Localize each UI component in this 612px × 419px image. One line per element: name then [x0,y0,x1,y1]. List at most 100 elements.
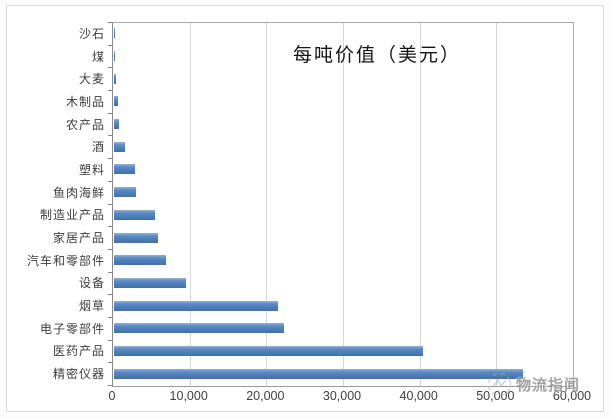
axis-tick [108,135,112,137]
x-axis-tick-labels: 0 10,000 20,000 30,000 40,000 50,000 60,000 [108,389,592,407]
gridline [496,23,498,386]
category-label: 农产品 [65,117,105,132]
axis-tick [108,339,112,341]
category-label: 烟草 [78,299,105,314]
chart-row: 鱼肉海鲜 [0,181,572,204]
axis-tick [108,203,112,205]
bar [114,141,126,152]
x-tick-label: 50,000 [476,389,515,403]
gridline [343,23,344,386]
bar [114,73,116,84]
category-label: 制造业产品 [39,208,105,223]
axis-tick [108,271,112,273]
category-label: 塑料 [78,162,105,177]
axis-tick [108,294,112,296]
chart-row: 电子零部件 [0,317,572,340]
bar [114,232,159,243]
category-label: 汽车和零部件 [26,253,105,268]
axis-tick [108,362,112,364]
bar-track [113,113,572,136]
bar [114,187,137,198]
bar-track [113,22,572,45]
chart-row: 煤 [0,45,572,68]
category-label: 沙石 [78,26,105,41]
axis-tick [108,112,112,114]
bar [114,255,167,266]
axis-tick [108,248,112,250]
bar [114,96,118,107]
bar [114,323,284,334]
bar-track [113,67,572,90]
bar-track [113,362,572,385]
category-label: 医药产品 [52,344,105,359]
chart-row: 烟草 [0,294,572,317]
chart-row: 家居产品 [0,226,572,249]
category-label: 电子零部件 [39,321,105,336]
category-label: 木制品 [65,94,105,109]
bar [114,209,155,220]
watermark-text: 物流指闻 [516,378,581,394]
bar-track [113,135,572,158]
gridline [266,23,268,386]
chart-row: 精密仪器 [0,362,572,385]
chart-row: 沙石 [0,22,572,45]
gridline [419,23,421,386]
x-tick-label: 10,000 [169,389,208,403]
bar-track [113,317,572,340]
bar-track [113,181,572,204]
bar [114,28,115,39]
category-label: 大麦 [78,72,105,87]
bar [114,277,186,288]
axis-tick [108,385,112,386]
bar-rows: 沙石煤大麦木制品农产品酒塑料鱼肉海鲜制造业产品家居产品汽车和零部件设备烟草电子零… [0,22,572,385]
category-label: 鱼肉海鲜 [52,185,105,200]
watermark: 物流指闻 [486,371,580,398]
bar [114,51,115,62]
x-tick-label: 60,000 [552,389,592,403]
bar [114,300,279,311]
bar-track [113,272,572,295]
category-label: 家居产品 [52,231,105,246]
chart-row: 酒 [0,135,572,158]
category-label: 酒 [91,140,105,155]
axis-tick [108,180,112,182]
chart-row: 制造业产品 [0,204,572,227]
bar-track [113,340,572,363]
chart-row: 设备 [0,272,572,295]
axis-tick [108,90,112,92]
watermark-scribble-logo-icon [487,372,512,397]
bar [114,119,119,130]
x-tick-label: 0 [108,389,116,403]
chart-row: 汽车和零部件 [0,249,572,272]
bar-track [113,294,572,317]
x-tick-label: 40,000 [399,389,438,403]
axis-tick [108,316,112,318]
axis-tick [108,67,112,69]
bar [114,164,136,175]
chart-row: 塑料 [0,158,572,181]
x-tick-label: 30,000 [322,389,362,403]
category-label: 精密仪器 [52,367,105,382]
bar [114,368,524,379]
bar-track [113,90,572,113]
chart-row: 木制品 [0,90,572,113]
bar-track [113,226,572,249]
axis-tick [108,226,112,228]
gridline [189,23,191,386]
chart-row: 医药产品 [0,340,572,363]
axis-tick [108,44,112,46]
bar-track [113,204,572,227]
x-tick-label: 20,000 [246,389,285,403]
chart-title: 每吨价值（美元） [292,45,462,66]
chart-row: 农产品 [0,113,572,136]
category-label: 煤 [91,49,105,64]
bar-track [113,45,572,68]
category-label: 设备 [78,276,105,291]
bar [114,345,424,356]
chart-row: 大麦 [0,67,572,90]
bar-track [113,158,572,181]
axis-tick [108,22,112,23]
axis-tick [108,158,112,160]
bar-track [113,249,572,272]
